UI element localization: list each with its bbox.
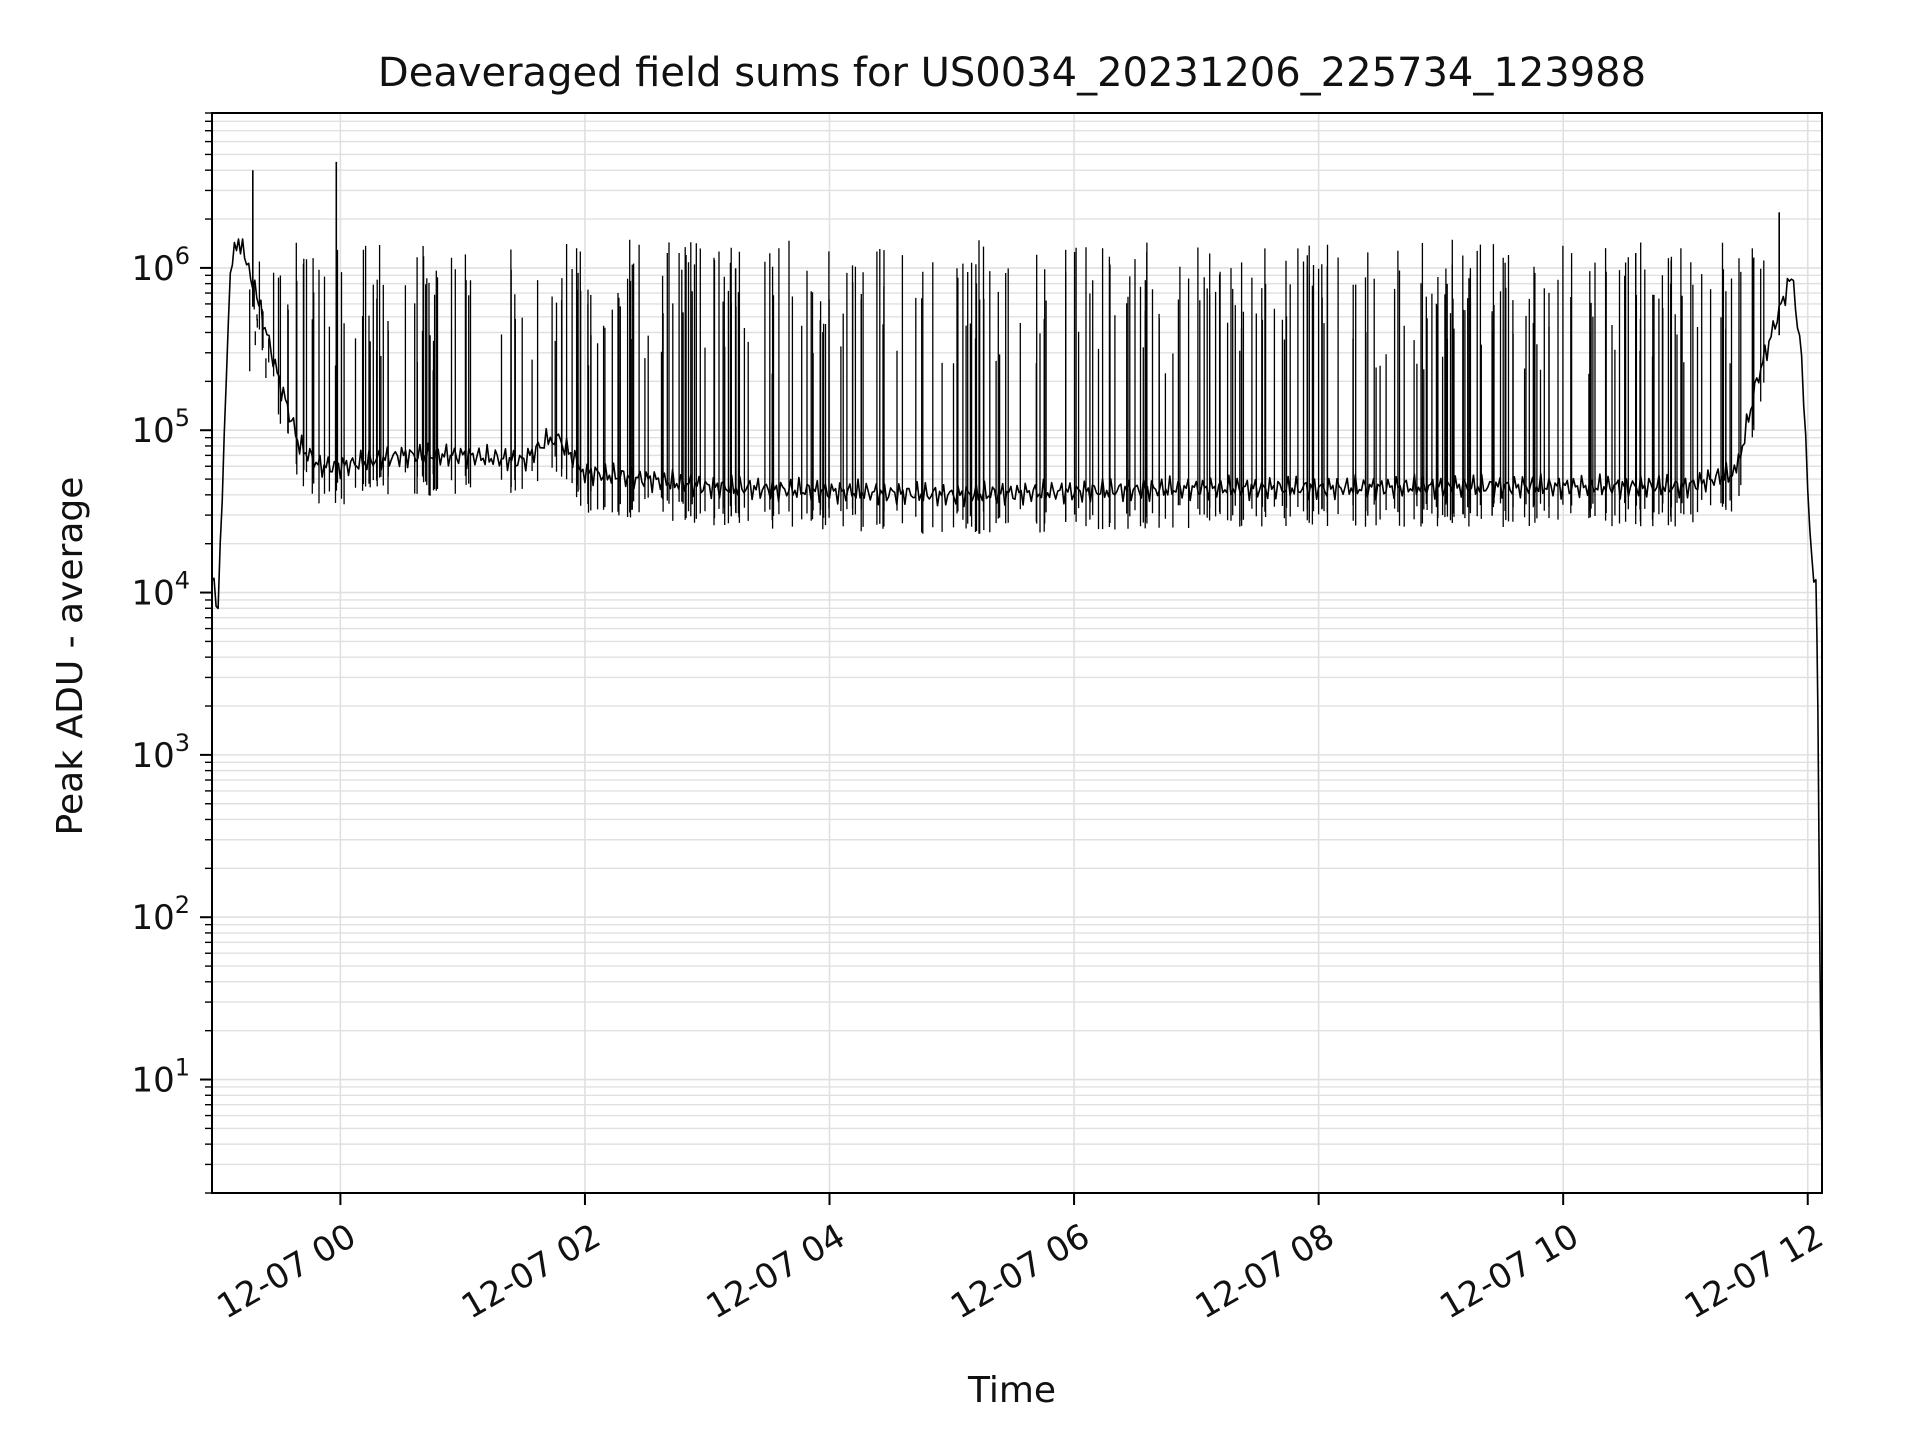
y-tick-label: 104 bbox=[131, 567, 190, 614]
y-tick-label: 103 bbox=[131, 729, 190, 776]
y-tick-label: 105 bbox=[131, 404, 190, 451]
series-line bbox=[211, 238, 1823, 1145]
y-axis-label: Peak ADU - average bbox=[50, 477, 91, 836]
x-axis-label: Time bbox=[967, 1370, 1056, 1411]
y-tick-label: 106 bbox=[131, 242, 190, 289]
spike-lines bbox=[249, 161, 1780, 534]
y-tick-label: 102 bbox=[131, 891, 190, 938]
plot-frame bbox=[211, 112, 1823, 1194]
y-tick-label: 101 bbox=[131, 1054, 190, 1101]
chart-title: Deaveraged field sums for US0034_2023120… bbox=[378, 50, 1646, 96]
